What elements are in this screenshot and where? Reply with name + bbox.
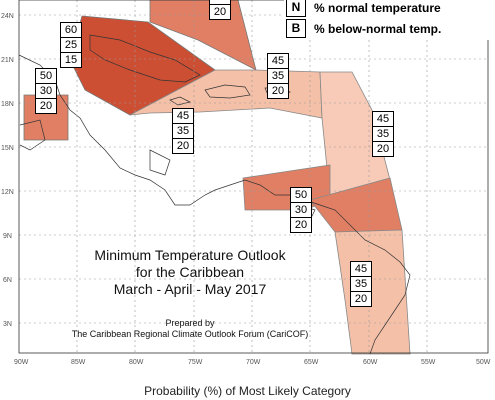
legend-key-below: B <box>286 19 306 38</box>
x-axis-label: 50W <box>476 359 491 366</box>
legend-label-normal: % normal temperature <box>314 0 441 15</box>
prob-box-lesser-antilles-north: 45 35 20 <box>372 111 394 157</box>
prob-value: 35 <box>373 127 393 142</box>
title-line: March - April - May 2017 <box>113 281 267 297</box>
prob-box-abc-islands: 50 30 20 <box>290 187 312 233</box>
prob-value: 20 <box>354 293 368 305</box>
legend: N % normal temperature B % below-normal … <box>284 0 495 40</box>
prob-value: 45 <box>268 54 288 69</box>
title-line: for the Caribbean <box>135 264 245 280</box>
y-axis-label: 18N <box>1 101 14 108</box>
y-axis-label: 15N <box>1 145 14 152</box>
y-axis-label: 12N <box>1 189 14 196</box>
prob-value: 20 <box>213 6 227 18</box>
prob-value: 35 <box>268 69 288 84</box>
prob-value: 20 <box>39 100 53 112</box>
prob-value: 20 <box>176 140 190 152</box>
prob-box-guianas: 45 35 20 <box>350 261 372 307</box>
prob-box-top-clipped: 50 20 <box>209 0 231 20</box>
prepared-by-line: Prepared by <box>165 318 215 328</box>
prob-value: 45 <box>351 262 371 277</box>
x-axis-label: 55W <box>421 359 436 366</box>
prob-box-bahamas-cuba: 60 25 15 <box>60 22 82 68</box>
x-axis-label: 90W <box>14 359 29 366</box>
prob-value: 20 <box>294 219 308 231</box>
prepared-by: Prepared by The Caribbean Regional Clima… <box>20 318 360 340</box>
map-frame <box>18 0 489 354</box>
prob-box-belize: 50 30 20 <box>35 68 57 114</box>
legend-row-normal: N % normal temperature <box>286 0 441 17</box>
prob-value: 15 <box>64 54 78 66</box>
y-axis-label: 6N <box>3 277 12 284</box>
prob-value: 30 <box>291 203 311 218</box>
prob-value: 30 <box>36 84 56 99</box>
map-caption: Probability (%) of Most Likely Category <box>144 384 351 398</box>
prob-value: 50 <box>36 69 56 84</box>
prob-value: 50 <box>210 0 230 5</box>
x-axis-label: 80W <box>129 359 144 366</box>
prob-box-central-caribbean: 45 35 20 <box>172 108 194 154</box>
map-title: Minimum Temperature Outlook for the Cari… <box>60 247 320 298</box>
prob-value: 50 <box>291 188 311 203</box>
prepared-by-line: The Caribbean Regional Climate Outlook F… <box>71 329 309 339</box>
prob-value: 20 <box>271 85 285 97</box>
x-axis-label: 75W <box>188 359 203 366</box>
legend-key-normal: N <box>286 0 306 17</box>
prob-value: 20 <box>376 143 390 155</box>
prob-value: 35 <box>173 124 193 139</box>
prob-value: 45 <box>373 112 393 127</box>
y-axis-label: 21N <box>1 57 14 64</box>
coastlines <box>18 34 411 355</box>
y-axis-label: 24N <box>1 13 14 20</box>
legend-row-below: B % below-normal temp. <box>286 19 441 38</box>
x-axis-label: 85W <box>71 359 86 366</box>
prob-value: 45 <box>173 109 193 124</box>
x-axis-label: 60W <box>363 359 378 366</box>
x-axis-label: 65W <box>304 359 319 366</box>
prob-value: 25 <box>61 38 81 53</box>
title-line: Minimum Temperature Outlook <box>94 247 286 263</box>
prob-value: 35 <box>351 277 371 292</box>
x-axis-label: 70W <box>246 359 261 366</box>
prob-value: 60 <box>61 23 81 38</box>
prob-box-hispaniola: 45 35 20 <box>267 53 289 99</box>
y-axis-label: 3N <box>3 321 12 328</box>
y-axis-label: 9N <box>3 233 12 240</box>
legend-label-below: % below-normal temp. <box>314 21 442 36</box>
